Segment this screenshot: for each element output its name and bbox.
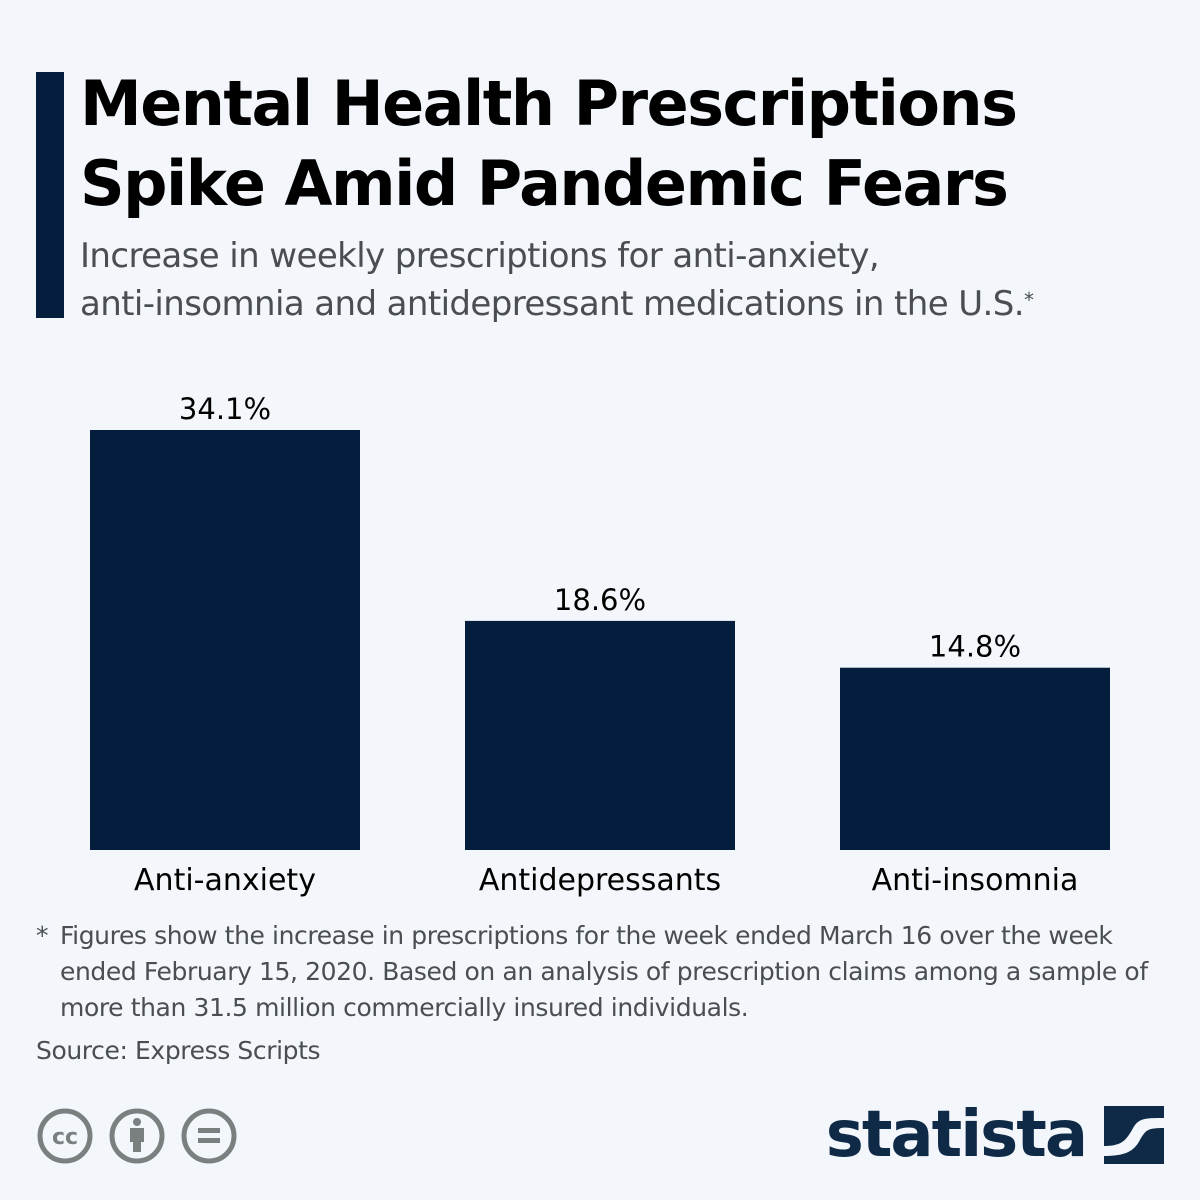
category-label: Anti-insomnia (872, 863, 1079, 898)
license-icons[interactable]: cc (36, 1107, 238, 1165)
subtitle-line-2: anti-insomnia and antidepressant medicat… (80, 284, 1025, 324)
footnote-star: * (36, 921, 49, 950)
footnote: * Figures show the increase in prescript… (36, 918, 1176, 1026)
source-text: Source: Express Scripts (36, 1036, 321, 1065)
chart-subtitle: Increase in weekly prescriptions for ant… (80, 232, 1180, 328)
category-label: Antidepressants (479, 863, 721, 898)
footnote-marker: * (1023, 288, 1034, 312)
attribution-icon[interactable] (108, 1107, 166, 1165)
title-accent-bar (36, 72, 64, 318)
bar-chart: 34.1% Anti-anxiety 18.6% Antidepressants 14.… (90, 392, 1110, 898)
category-label: Anti-anxiety (134, 863, 316, 898)
bar-anti-anxiety (90, 430, 360, 850)
brand-wordmark: statista (825, 1098, 1088, 1172)
footnote-text: Figures show the increase in prescriptio… (60, 921, 1148, 1022)
cc-icon[interactable]: cc (36, 1107, 94, 1165)
data-label: 14.8% (929, 630, 1021, 664)
no-derivatives-icon[interactable] (180, 1107, 238, 1165)
bar-anti-insomnia (840, 667, 1110, 850)
bar-antidepressants (465, 620, 735, 850)
chart-title: Mental Health Prescriptions Spike Amid P… (80, 64, 1180, 224)
data-label: 18.6% (554, 583, 646, 617)
title-line-1: Mental Health Prescriptions (80, 67, 1018, 140)
subtitle-line-1: Increase in weekly prescriptions for ant… (80, 236, 880, 276)
data-label: 34.1% (179, 392, 271, 426)
title-line-2: Spike Amid Pandemic Fears (80, 147, 1009, 220)
svg-text:cc: cc (52, 1125, 78, 1150)
statista-logo-icon (1104, 1106, 1164, 1164)
statista-logo[interactable]: statista (826, 1100, 1164, 1170)
